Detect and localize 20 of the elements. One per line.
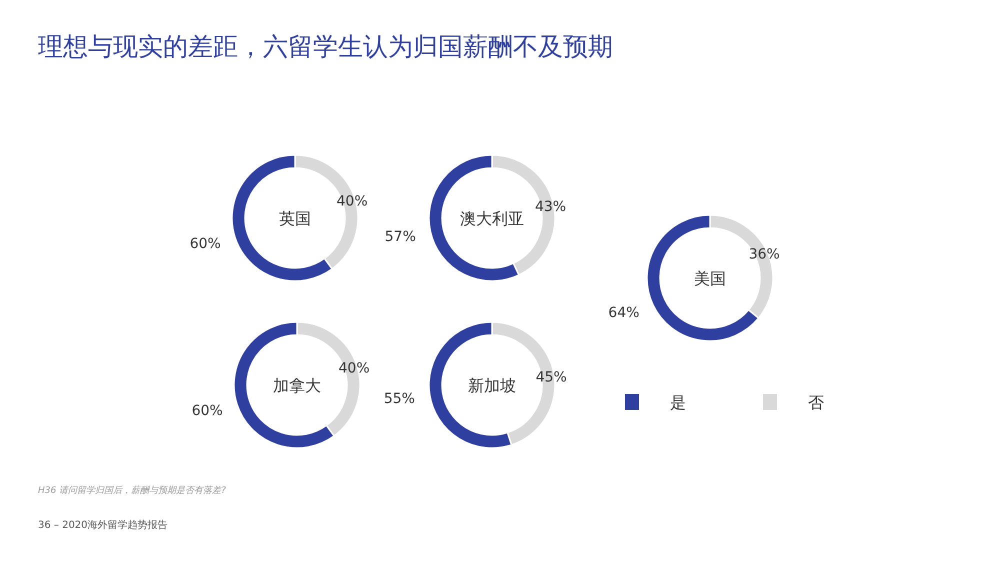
data-label: 60% (190, 236, 221, 252)
data-label: 36% (748, 246, 780, 262)
text: 加拿大 (273, 376, 321, 395)
text: 36 – 2020海外留学趋势报告 (38, 519, 168, 531)
data-label: 64% (608, 305, 640, 322)
data-label: 40% (336, 193, 368, 210)
text: 英国 (279, 209, 311, 228)
text: 澳大利亚 (460, 209, 524, 228)
text: 新加坡 (468, 376, 516, 395)
legend-label: 是 (670, 393, 686, 412)
data-label: 55% (384, 391, 415, 408)
data-label: 45% (536, 370, 567, 386)
legend-label: 否 (808, 393, 824, 412)
text: 美国 (694, 269, 726, 288)
text: 理想与现实的差距，六留学生认为归国薪酬不及预期 (38, 32, 613, 61)
data-label: 43% (534, 198, 566, 215)
data-label: 57% (384, 229, 416, 246)
data-label: 60% (192, 403, 223, 420)
text: H36 请问留学归国后，薪酬与预期是否有落差? (38, 485, 226, 496)
data-label: 40% (338, 360, 370, 376)
